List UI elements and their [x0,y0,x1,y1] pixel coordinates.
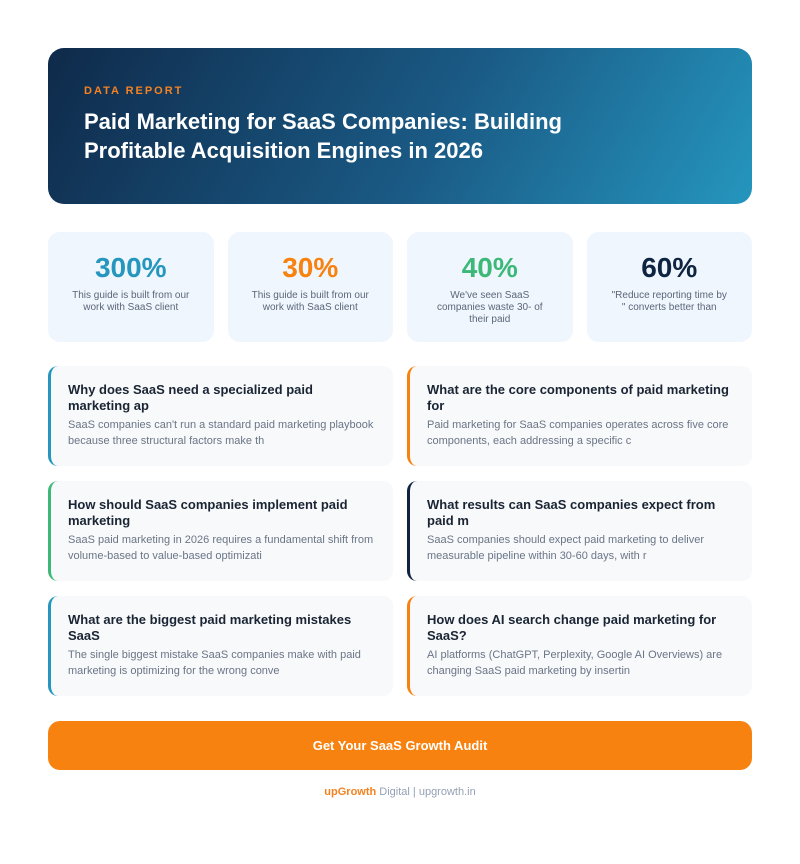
card-title: How should SaaS companies implement paid… [68,497,348,528]
card-title: What are the biggest paid marketing mist… [68,612,352,643]
stat-value: 300% [94,252,167,283]
card-text: SaaS companies can't run a standard paid… [68,419,374,447]
stat-value: 30% [282,252,339,283]
card-text: Paid marketing for SaaS companies operat… [427,419,729,447]
stat-label: This guide is built from our work with S… [72,290,190,313]
footer-brand: upGrowth [324,786,377,798]
footer: upGrowth Digital | upgrowth.in [0,786,800,798]
stat-card: 30% This guide is built from our work wit… [227,232,393,342]
footer-text: Digital | upgrowth.in [376,786,476,798]
card-text: AI platforms (ChatGPT, Perplexity, Googl… [427,649,723,677]
stat-label: This guide is built from our work with S… [251,290,369,313]
card-text: SaaS companies should expect paid market… [427,534,704,562]
faq-grid: Why does SaaS need a specialized paid ma… [48,366,752,696]
card-text: SaaS paid marketing in 2026 requires a f… [68,534,374,562]
faq-card[interactable]: What are the biggest paid marketing mist… [48,596,393,696]
card-title: Why does SaaS need a specialized paid ma… [68,382,313,413]
stats-row: 300% This guide is built from our work wi… [48,232,752,342]
card-text: The single biggest mistake SaaS companie… [68,649,361,677]
growth-audit-button[interactable]: Get Your SaaS Growth Audit [48,721,752,770]
card-title: What are the core components of paid mar… [427,382,729,413]
stat-card: 300% This guide is built from our work wi… [48,232,214,342]
stat-value: 40% [461,252,518,283]
card-title: What results can SaaS companies expect f… [427,497,716,528]
faq-card[interactable]: What results can SaaS companies expect f… [407,481,752,581]
page-title: Paid Marketing for SaaS Companies: Build… [84,109,562,163]
faq-card[interactable]: What are the core components of paid mar… [407,366,752,466]
stat-card: 60% "Reduce reporting time by " converts … [586,232,752,342]
card-title: How does AI search change paid marketing… [427,612,717,643]
faq-card[interactable]: How should SaaS companies implement paid… [48,481,393,581]
hero-banner: DATA REPORT Paid Marketing for SaaS Comp… [48,48,752,204]
faq-card[interactable]: Why does SaaS need a specialized paid ma… [48,366,393,466]
stat-label: "Reduce reporting time by " converts bet… [611,290,727,313]
stat-card: 40% We've seen SaaS companies waste 30- o… [407,232,573,342]
faq-card[interactable]: How does AI search change paid marketing… [407,596,752,696]
stat-value: 60% [641,252,698,283]
stat-label: We've seen SaaS companies waste 30- of t… [436,290,543,325]
eyebrow-label: DATA REPORT [84,85,184,97]
